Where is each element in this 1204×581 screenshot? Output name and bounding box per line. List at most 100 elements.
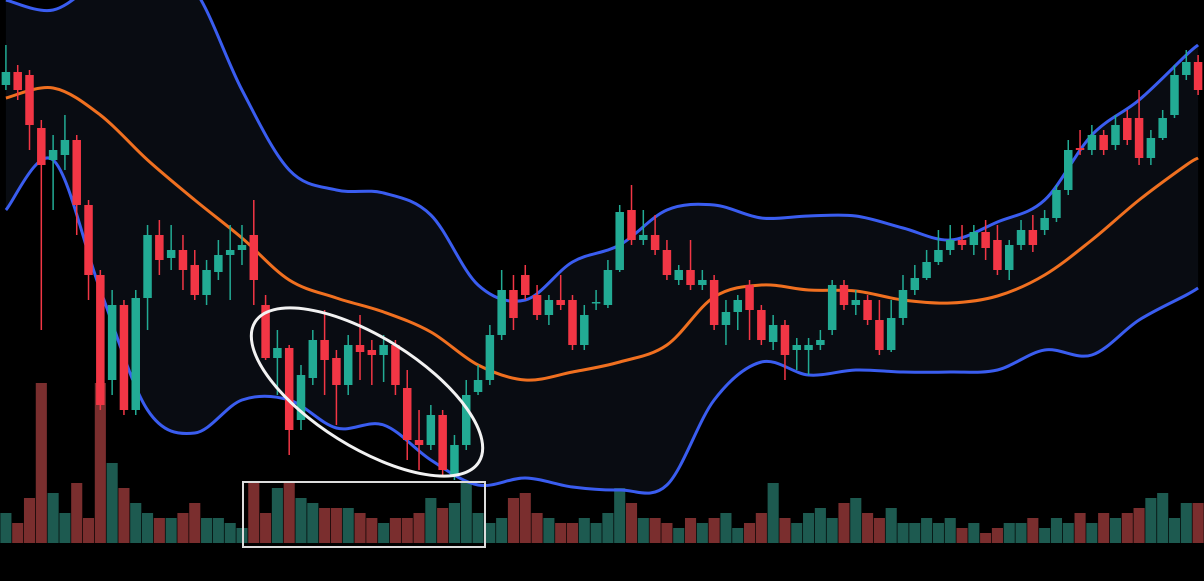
volume-bar xyxy=(673,528,685,543)
candle-body xyxy=(1075,148,1085,150)
candle-body xyxy=(72,140,81,205)
candle-body xyxy=(13,72,22,90)
volume-bar xyxy=(0,513,12,543)
candle-body xyxy=(662,250,672,275)
candle-body xyxy=(768,325,778,342)
volume-bar xyxy=(330,508,342,543)
volume-bar xyxy=(71,483,83,543)
candle-body xyxy=(509,290,518,318)
plot xyxy=(0,0,1204,543)
volume-bar xyxy=(826,518,838,543)
volume-bar xyxy=(82,518,95,543)
candle-body xyxy=(1,72,11,85)
band-line xyxy=(4,156,1199,495)
candle-body xyxy=(48,150,58,160)
candle-body xyxy=(131,298,140,410)
volume-bar xyxy=(425,498,437,543)
candle-body xyxy=(839,285,849,305)
candle-body xyxy=(686,270,695,285)
candle-body xyxy=(816,340,825,345)
candle-body xyxy=(851,300,861,305)
candle-body xyxy=(426,415,436,445)
candle-body xyxy=(402,388,412,440)
volume-bar xyxy=(862,513,874,543)
candle-body xyxy=(827,285,837,330)
volume-bar xyxy=(342,508,354,543)
candle-body xyxy=(261,305,270,358)
candle-body xyxy=(674,270,683,280)
candle-body xyxy=(1004,245,1014,270)
candle-body xyxy=(886,318,896,350)
volume-bar xyxy=(956,528,968,543)
volume-bar xyxy=(767,483,779,543)
volume-bar xyxy=(1133,508,1145,543)
candle-body xyxy=(367,350,377,355)
candle-body xyxy=(1040,218,1049,230)
volume-bar xyxy=(850,498,862,543)
volume-bar xyxy=(47,493,59,543)
volume-bar xyxy=(897,523,909,543)
candle-body xyxy=(1134,118,1144,158)
candle-body xyxy=(1099,135,1108,150)
volume-bar xyxy=(212,518,224,543)
candle-body xyxy=(1146,138,1156,158)
volume-bar xyxy=(472,513,484,543)
candle-body xyxy=(591,302,601,304)
candle-body xyxy=(155,235,164,260)
candle-body xyxy=(627,210,636,240)
candle-body xyxy=(804,345,813,350)
volume-bar xyxy=(106,463,118,543)
candle-body xyxy=(37,128,46,165)
volume-bar xyxy=(991,528,1003,543)
volume-bar xyxy=(684,518,697,543)
volume-bar xyxy=(1192,503,1204,543)
candle-body xyxy=(532,295,542,315)
candle-body xyxy=(733,300,742,312)
volume-bar xyxy=(531,513,543,543)
volume-bar xyxy=(507,498,520,543)
candle-body xyxy=(521,275,530,295)
candle-body xyxy=(1170,75,1179,115)
volume-bar xyxy=(354,513,366,543)
volume-bar xyxy=(1180,503,1192,543)
candle-body xyxy=(910,278,920,290)
candle-body xyxy=(84,205,93,275)
volume-bar xyxy=(814,508,826,543)
candle-body xyxy=(296,375,306,420)
candle-body xyxy=(934,250,943,262)
candle-body xyxy=(485,335,495,380)
volume-bar xyxy=(165,518,177,543)
volume-bar xyxy=(94,383,106,543)
candle-body xyxy=(320,340,329,360)
candle-body xyxy=(544,300,554,315)
volume-bar xyxy=(744,523,756,543)
candle-body xyxy=(25,75,34,125)
candle-body xyxy=(178,250,188,270)
volume-bar xyxy=(543,518,555,543)
volume-bar xyxy=(590,523,602,543)
volume-bar xyxy=(307,503,319,543)
volume-bar xyxy=(944,518,956,543)
candle-body xyxy=(1016,230,1026,245)
candle-body xyxy=(438,415,447,470)
volume-bar xyxy=(59,513,71,543)
candle-body xyxy=(414,440,424,445)
candle-body xyxy=(1052,190,1061,218)
volume-bar xyxy=(484,523,496,543)
candle-body xyxy=(249,235,259,280)
volume-bar xyxy=(201,518,213,543)
volume-bar xyxy=(142,513,154,543)
candle-body xyxy=(650,235,660,250)
candle-body xyxy=(497,290,506,335)
volume-bar xyxy=(366,518,378,543)
volume-bar xyxy=(248,483,260,543)
candle-body xyxy=(898,290,908,318)
candle-body xyxy=(780,325,790,355)
candle-body xyxy=(190,265,200,295)
highlight-ellipse xyxy=(249,306,485,478)
volume-bar xyxy=(803,513,815,543)
volume-bar xyxy=(1121,513,1133,543)
volume-bar xyxy=(260,513,272,543)
volume-bar xyxy=(779,518,791,543)
volume-bar xyxy=(838,503,850,543)
